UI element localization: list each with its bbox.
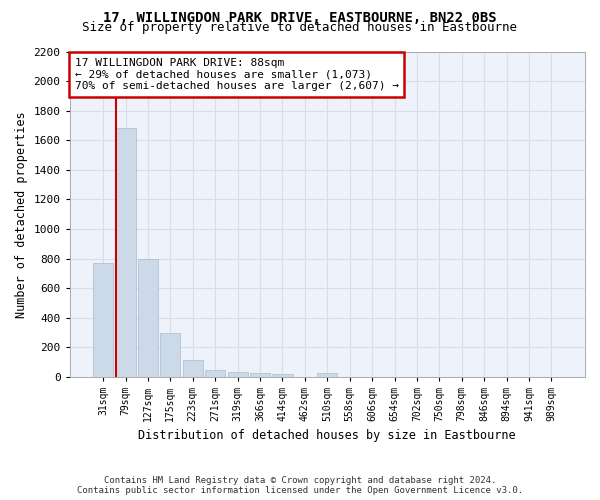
Bar — [317, 373, 337, 377]
Y-axis label: Number of detached properties: Number of detached properties — [15, 111, 28, 318]
Bar — [160, 332, 181, 377]
Text: 17, WILLINGDON PARK DRIVE, EASTBOURNE, BN22 0BS: 17, WILLINGDON PARK DRIVE, EASTBOURNE, B… — [103, 11, 497, 25]
Bar — [93, 263, 113, 377]
Text: Size of property relative to detached houses in Eastbourne: Size of property relative to detached ho… — [83, 21, 517, 34]
X-axis label: Distribution of detached houses by size in Eastbourne: Distribution of detached houses by size … — [139, 430, 516, 442]
Text: 17 WILLINGDON PARK DRIVE: 88sqm
← 29% of detached houses are smaller (1,073)
70%: 17 WILLINGDON PARK DRIVE: 88sqm ← 29% of… — [75, 58, 399, 91]
Bar — [182, 360, 203, 377]
Text: Contains HM Land Registry data © Crown copyright and database right 2024.
Contai: Contains HM Land Registry data © Crown c… — [77, 476, 523, 495]
Bar — [138, 260, 158, 377]
Bar — [272, 374, 293, 377]
Bar — [250, 373, 270, 377]
Bar — [115, 128, 136, 377]
Bar — [227, 372, 248, 377]
Bar — [205, 370, 225, 377]
